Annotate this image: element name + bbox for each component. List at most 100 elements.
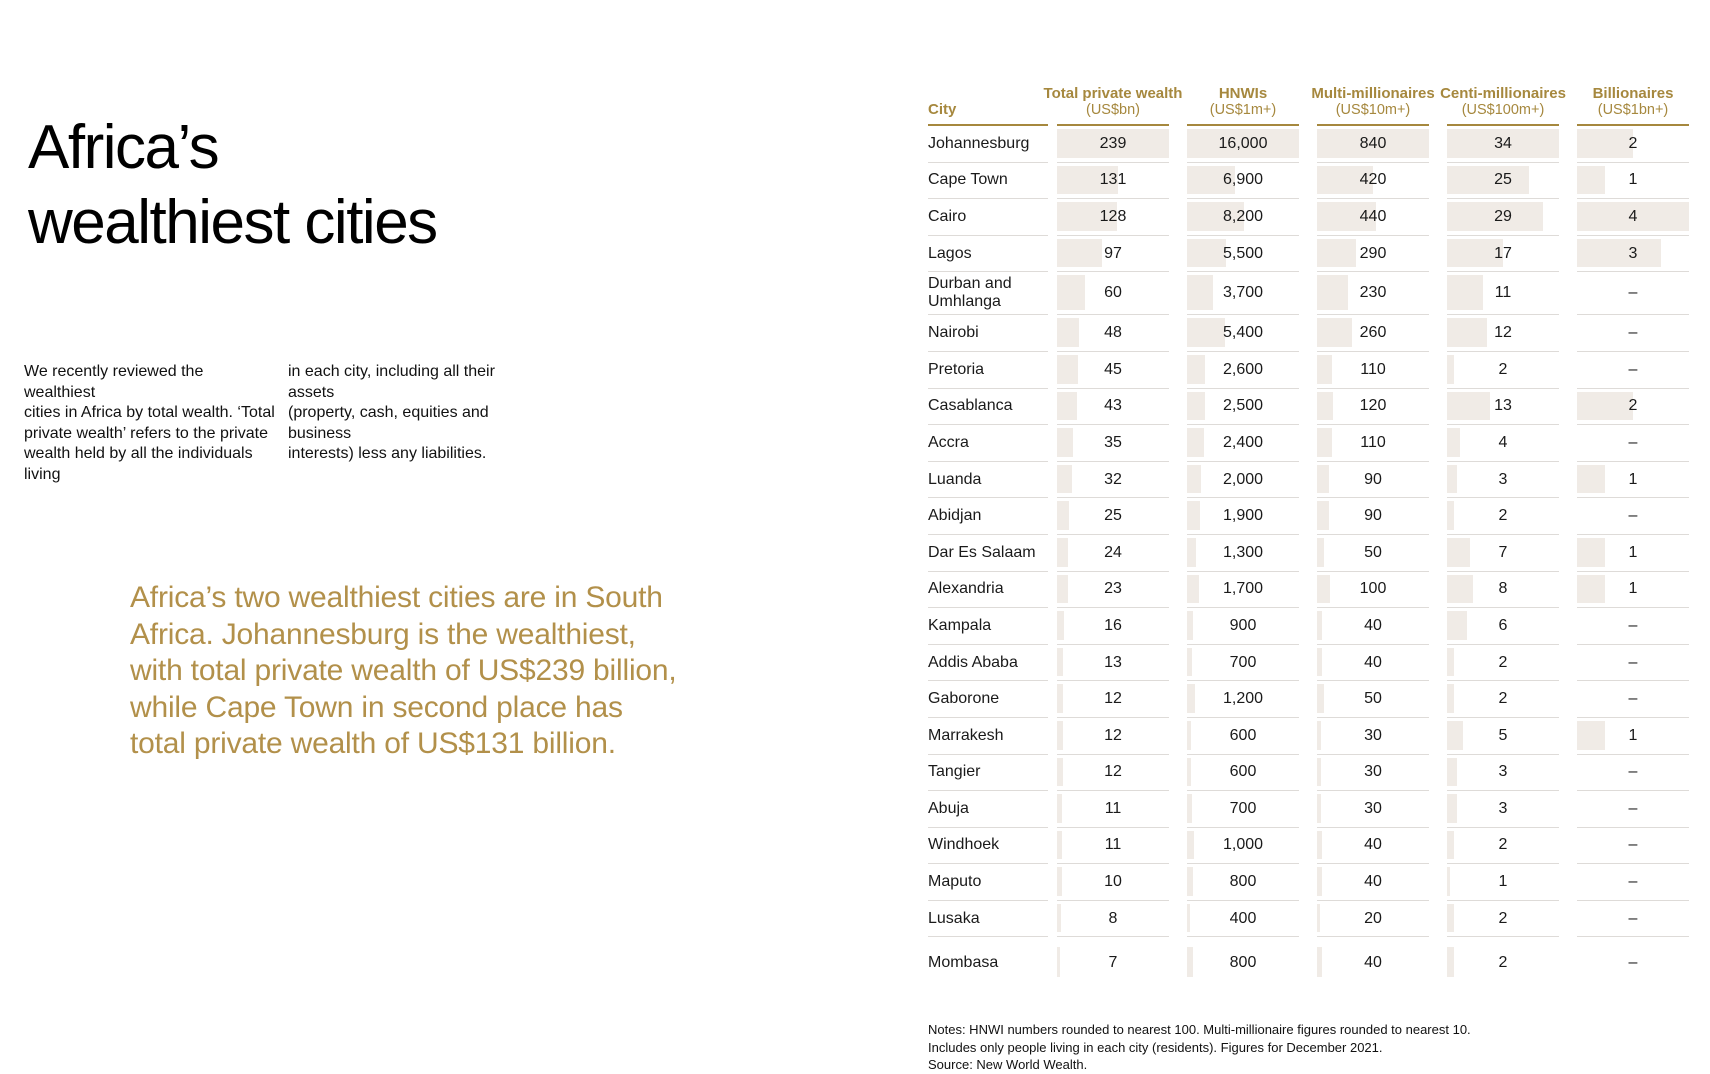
- value-text: 230: [1359, 284, 1387, 302]
- value-cell-total_private_wealth: 97: [1057, 236, 1169, 273]
- value-text: 1,000: [1222, 836, 1264, 854]
- table-row-windhoek: Windhoek 11 1,000 40 2 –: [928, 828, 1689, 865]
- value-text: 2,000: [1222, 470, 1264, 488]
- value-bar: [1317, 238, 1356, 268]
- value-cell-multi_millionaires: 20: [1317, 901, 1429, 938]
- city-name: Tangier: [928, 755, 1048, 792]
- table-row-kampala: Kampala 16 900 40 6 –: [928, 608, 1689, 645]
- value-cell-hnwis: 600: [1187, 718, 1299, 755]
- column-header-label: City: [928, 101, 957, 118]
- page-title: Africa’s wealthiest cities: [28, 112, 438, 257]
- value-text: 3: [1498, 799, 1508, 817]
- value-bar: [1447, 501, 1454, 530]
- value-bar: [1577, 574, 1605, 604]
- city-name: Marrakesh: [928, 718, 1048, 755]
- value-text: 800: [1229, 953, 1257, 971]
- table-row-abuja: Abuja 11 700 30 3 –: [928, 791, 1689, 828]
- value-text: 5: [1498, 726, 1508, 744]
- value-bar: [1187, 391, 1205, 421]
- value-bar: [1187, 238, 1226, 268]
- value-cell-centi_millionaires: 2: [1447, 828, 1559, 865]
- value-cell-hnwis: 1,700: [1187, 572, 1299, 609]
- value-cell-total_private_wealth: 12: [1057, 755, 1169, 792]
- value-cell-multi_millionaires: 420: [1317, 163, 1429, 200]
- value-bar: [1447, 903, 1454, 933]
- value-text: –: [1628, 653, 1638, 671]
- value-cell-hnwis: 1,200: [1187, 681, 1299, 718]
- value-cell-hnwis: 5,400: [1187, 315, 1299, 352]
- value-text: 20: [1364, 909, 1382, 927]
- value-text: 48: [1104, 324, 1122, 342]
- value-bar: [1317, 464, 1329, 494]
- value-cell-hnwis: 700: [1187, 645, 1299, 682]
- value-text: 2: [1498, 953, 1508, 971]
- table-row-dar-es-salaam: Dar Es Salaam 24 1,300 50 7 1: [928, 535, 1689, 572]
- value-cell-total_private_wealth: 32: [1057, 462, 1169, 499]
- value-cell-hnwis: 5,500: [1187, 236, 1299, 273]
- value-cell-centi_millionaires: 4: [1447, 425, 1559, 462]
- table-row-lagos: Lagos 97 5,500 290 17 3: [928, 236, 1689, 273]
- value-text: –: [1628, 616, 1638, 634]
- value-cell-hnwis: 6,900: [1187, 163, 1299, 200]
- value-cell-total_private_wealth: 35: [1057, 425, 1169, 462]
- value-cell-multi_millionaires: 110: [1317, 425, 1429, 462]
- value-text: 13: [1104, 653, 1122, 671]
- city-name: Addis Ababa: [928, 645, 1048, 682]
- value-text: 260: [1359, 324, 1387, 342]
- value-cell-billionaires: –: [1577, 425, 1689, 462]
- value-text: 16,000: [1218, 134, 1268, 152]
- value-cell-billionaires: 1: [1577, 163, 1689, 200]
- city-name: Nairobi: [928, 315, 1048, 352]
- value-text: 40: [1364, 653, 1382, 671]
- value-text: –: [1628, 507, 1638, 525]
- value-bar: [1577, 202, 1689, 231]
- value-cell-multi_millionaires: 260: [1317, 315, 1429, 352]
- column-header-city: City: [928, 80, 1048, 126]
- value-cell-multi_millionaires: 110: [1317, 352, 1429, 389]
- value-cell-billionaires: –: [1577, 901, 1689, 938]
- value-cell-billionaires: –: [1577, 791, 1689, 828]
- value-cell-billionaires: 3: [1577, 236, 1689, 273]
- value-cell-total_private_wealth: 13: [1057, 645, 1169, 682]
- value-text: 700: [1229, 799, 1257, 817]
- table-row-pretoria: Pretoria 45 2,600 110 2 –: [928, 352, 1689, 389]
- value-cell-billionaires: –: [1577, 315, 1689, 352]
- table-row-mombasa: Mombasa 7 800 40 2 –: [928, 944, 1689, 981]
- value-cell-multi_millionaires: 30: [1317, 755, 1429, 792]
- value-bar: [1057, 501, 1069, 530]
- value-text: 25: [1104, 507, 1122, 525]
- value-text: 90: [1364, 507, 1382, 525]
- value-bar: [1187, 574, 1199, 604]
- value-cell-total_private_wealth: 131: [1057, 163, 1169, 200]
- value-cell-billionaires: 2: [1577, 126, 1689, 163]
- value-text: 6: [1498, 616, 1508, 634]
- value-bar: [1187, 428, 1204, 457]
- column-header-label: Multi-millionaires: [1311, 85, 1435, 102]
- value-bar: [1447, 537, 1471, 567]
- city-name: Pretoria: [928, 352, 1048, 389]
- value-text: 10: [1104, 873, 1122, 891]
- column-header-unit: (US$1m+): [1209, 102, 1277, 118]
- city-name: Windhoek: [928, 828, 1048, 865]
- value-bar: [1057, 537, 1069, 567]
- value-cell-total_private_wealth: 24: [1057, 535, 1169, 572]
- value-bar: [1187, 354, 1206, 384]
- value-text: 17: [1494, 244, 1512, 262]
- value-bar: [1057, 354, 1079, 384]
- value-bar: [1317, 794, 1321, 823]
- value-bar: [1447, 647, 1454, 677]
- value-text: 30: [1364, 726, 1382, 744]
- value-cell-hnwis: 600: [1187, 755, 1299, 792]
- value-bar: [1187, 318, 1225, 347]
- table-row-casablanca: Casablanca 43 2,500 120 13 2: [928, 389, 1689, 426]
- value-bar: [1317, 574, 1331, 604]
- value-bar: [1187, 947, 1193, 978]
- value-cell-multi_millionaires: 230: [1317, 272, 1429, 316]
- value-text: 50: [1364, 543, 1382, 561]
- value-bar: [1057, 574, 1068, 604]
- value-text: 3: [1498, 470, 1508, 488]
- value-text: 7: [1108, 953, 1118, 971]
- value-bar: [1187, 275, 1213, 311]
- value-cell-billionaires: –: [1577, 755, 1689, 792]
- value-cell-total_private_wealth: 128: [1057, 199, 1169, 236]
